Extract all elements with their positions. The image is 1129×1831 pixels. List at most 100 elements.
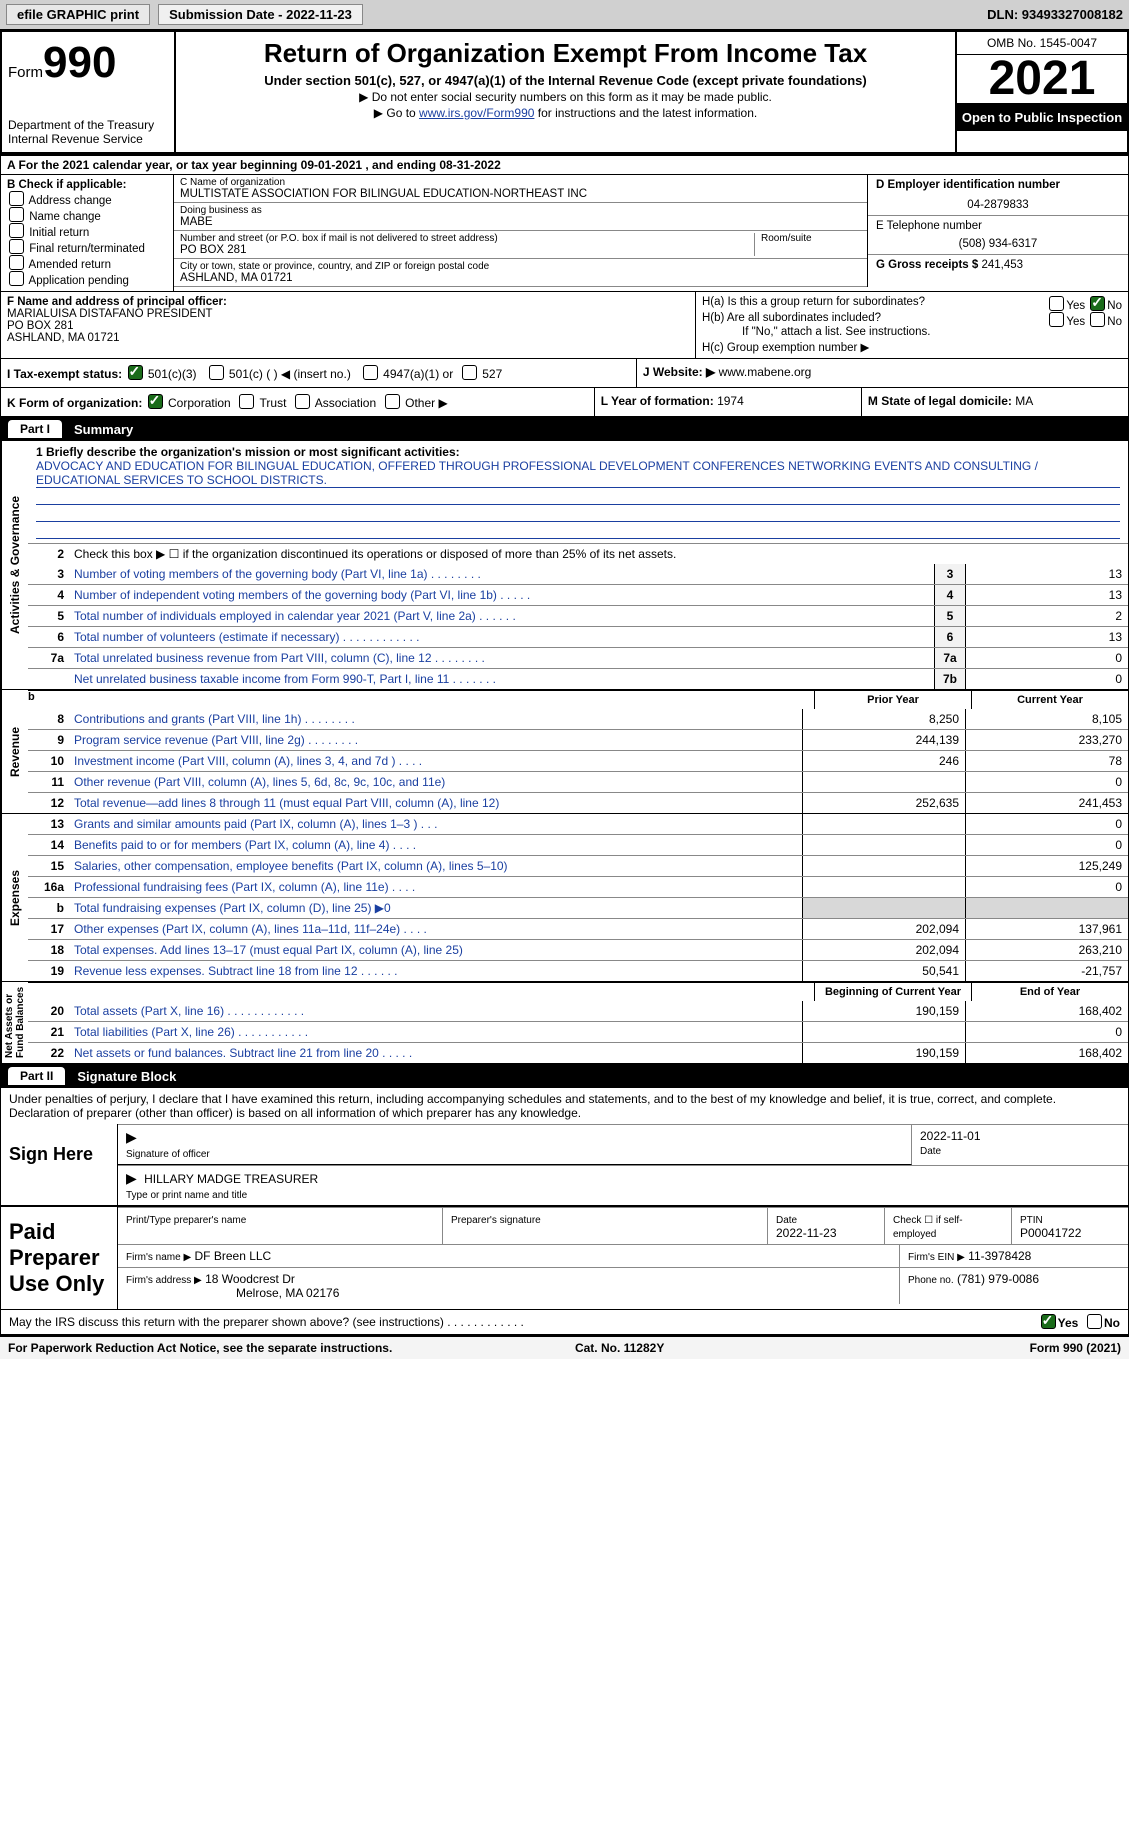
sig-date-cell: 2022-11-01 Date (912, 1125, 1128, 1165)
col-f-officer: F Name and address of principal officer:… (1, 292, 696, 358)
other-checkbox[interactable] (385, 394, 400, 409)
prior-current-hdr: b Prior Year Current Year (28, 690, 1128, 709)
line2: Check this box ▶ ☐ if the organization d… (70, 544, 1128, 564)
telephone: (508) 934-6317 (876, 238, 1120, 250)
firm-addr1: 18 Woodcrest Dr (205, 1272, 295, 1286)
officer-label: F Name and address of principal officer: (7, 296, 227, 308)
name-title-label: Type or print name and title (126, 1190, 247, 1201)
form-990-ref: Form 990 (2021) (1030, 1341, 1121, 1355)
activities-governance-block: Activities & Governance 1 Briefly descri… (0, 441, 1129, 690)
hb-no-checkbox[interactable] (1090, 312, 1105, 327)
4947-checkbox[interactable] (363, 365, 378, 380)
dba-label: Doing business as (180, 205, 861, 216)
block-bcd: B Check if applicable: Address change Na… (0, 175, 1129, 292)
dba-row: Doing business as MABE (174, 203, 867, 231)
form-title: Return of Organization Exempt From Incom… (186, 38, 945, 69)
gross-receipts: 241,453 (981, 259, 1023, 271)
dba: MABE (180, 216, 861, 228)
part2-tag: Part II (8, 1067, 65, 1085)
cat-no: Cat. No. 11282Y (575, 1341, 664, 1355)
hb-yes-checkbox[interactable] (1049, 312, 1064, 327)
tel-label: E Telephone number (876, 220, 1120, 232)
form-number: 990 (43, 38, 116, 87)
vlabel-activities: Activities & Governance (1, 441, 28, 689)
org-name-row: C Name of organization MULTISTATE ASSOCI… (174, 175, 867, 203)
submission-date: Submission Date - 2022-11-23 (158, 4, 363, 25)
netassets-block: Net Assets orFund Balances Beginning of … (0, 982, 1129, 1064)
address-row: Number and street (or P.O. box if mail i… (174, 231, 867, 259)
discuss-yes-checkbox[interactable] (1041, 1314, 1056, 1329)
summary-line: 4Number of independent voting members of… (28, 584, 1128, 605)
h-c: H(c) Group exemption number ▶ (702, 340, 1122, 354)
paperwork-notice: For Paperwork Reduction Act Notice, see … (8, 1341, 392, 1355)
form-subtitle: Under section 501(c), 527, or 4947(a)(1)… (186, 73, 945, 88)
ha-yes-checkbox[interactable] (1049, 296, 1064, 311)
officer-addr2: ASHLAND, MA 01721 (7, 332, 120, 344)
officer-name: MARIALUISA DISTAFANO PRESIDENT (7, 308, 213, 320)
501c3-checkbox[interactable] (128, 365, 143, 380)
website-row: J Website: ▶ www.mabene.org (637, 359, 1128, 387)
vlabel-expenses: Expenses (1, 814, 28, 981)
501c-checkbox[interactable] (209, 365, 224, 380)
col-b-title: B Check if applicable: (7, 179, 127, 191)
website-url: www.mabene.org (719, 365, 812, 379)
header-right: OMB No. 1545-0047 2021 Open to Public In… (955, 32, 1127, 152)
table-row: 10Investment income (Part VIII, column (… (28, 750, 1128, 771)
summary-line: 5Total number of individuals employed in… (28, 605, 1128, 626)
officer-addr1: PO BOX 281 (7, 320, 73, 332)
discuss-row: May the IRS discuss this return with the… (0, 1310, 1129, 1335)
sig-name-cell: HILLARY MADGE TREASURER Type or print na… (118, 1166, 1128, 1205)
row-a-calendar: A For the 2021 calendar year, or tax yea… (0, 156, 1129, 175)
table-row: 14Benefits paid to or for members (Part … (28, 834, 1128, 855)
room-label: Room/suite (761, 233, 861, 244)
org-name: MULTISTATE ASSOCIATION FOR BILINGUAL EDU… (180, 188, 861, 200)
addr-label: Number and street (or P.O. box if mail i… (180, 233, 754, 244)
h-b: H(b) Are all subordinates included? (702, 312, 881, 324)
table-row: 16aProfessional fundraising fees (Part I… (28, 876, 1128, 897)
firm-name-label: Firm's name ▶ (126, 1252, 191, 1263)
sig-intro: Under penalties of perjury, I declare th… (1, 1088, 1128, 1124)
gross-label: G Gross receipts $ (876, 259, 978, 271)
table-row: 22Net assets or fund balances. Subtract … (28, 1042, 1128, 1063)
table-row: 8Contributions and grants (Part VIII, li… (28, 709, 1128, 729)
ha-no-checkbox[interactable] (1090, 296, 1105, 311)
header-mid: Return of Organization Exempt From Incom… (176, 32, 955, 152)
ein: 04-2879833 (876, 199, 1120, 211)
col-b-checkboxes: B Check if applicable: Address change Na… (1, 175, 174, 291)
city-row: City or town, state or province, country… (174, 259, 867, 287)
dln: DLN: 93493327008182 (987, 7, 1123, 22)
firm-name: DF Breen LLC (195, 1249, 272, 1263)
open-inspection: Open to Public Inspection (957, 104, 1127, 131)
firm-addr2: Melrose, MA 02176 (236, 1286, 339, 1300)
ein-label: D Employer identification number (876, 179, 1120, 191)
sig-officer-cell: Signature of officer (118, 1125, 912, 1165)
row-ij: I Tax-exempt status: 501(c)(3) 501(c) ( … (0, 359, 1129, 388)
corp-checkbox[interactable] (148, 394, 163, 409)
col-b-item: Initial return (7, 223, 167, 239)
mission-text: ADVOCACY AND EDUCATION FOR BILINGUAL EDU… (36, 459, 1120, 488)
firm-phone: (781) 979-0086 (957, 1272, 1039, 1286)
form-word: Form (8, 64, 43, 81)
city-label: City or town, state or province, country… (180, 261, 861, 272)
irs-link[interactable]: www.irs.gov/Form990 (419, 106, 534, 120)
prep-date: 2022-11-23 (776, 1226, 837, 1240)
mission-block: 1 Briefly describe the organization's mi… (28, 441, 1128, 543)
vlabel-netassets: Net Assets orFund Balances (1, 982, 28, 1063)
efile-print-button[interactable]: efile GRAPHIC print (6, 4, 150, 25)
trust-checkbox[interactable] (239, 394, 254, 409)
prep-date-label: Date (776, 1215, 797, 1226)
527-checkbox[interactable] (462, 365, 477, 380)
summary-line: 3Number of voting members of the governi… (28, 564, 1128, 584)
col-h-group: H(a) Is this a group return for subordin… (696, 292, 1128, 358)
summary-line: 7aTotal unrelated business revenue from … (28, 647, 1128, 668)
city-state-zip: ASHLAND, MA 01721 (180, 272, 861, 284)
table-row: 13Grants and similar amounts paid (Part … (28, 814, 1128, 834)
assoc-checkbox[interactable] (295, 394, 310, 409)
discuss-no-checkbox[interactable] (1087, 1314, 1102, 1329)
goto-pre: ▶ Go to (374, 106, 419, 120)
prep-sig-label: Preparer's signature (451, 1215, 541, 1226)
firm-ein: 11-3978428 (968, 1249, 1031, 1263)
table-row: bTotal fundraising expenses (Part IX, co… (28, 897, 1128, 918)
prior-year-hdr: Prior Year (814, 691, 971, 709)
org-name-label: C Name of organization (180, 177, 861, 188)
